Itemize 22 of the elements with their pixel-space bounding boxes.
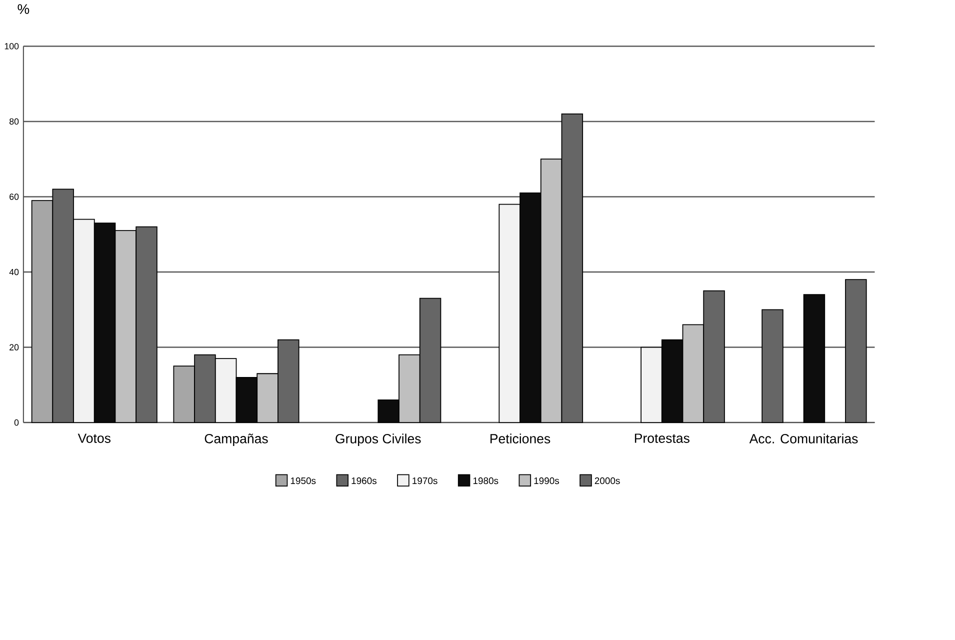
y-tick-label: 20 [10,344,19,350]
legend-label: 1950s [290,477,316,484]
y-tick-label: 60 [10,194,19,200]
x-tick-label: Campañas [204,434,268,446]
y-tick-label: 80 [10,118,19,125]
y-tick-label: 100 [4,43,19,50]
legend-label: 1970s [412,477,438,484]
x-tick-label: Votos [78,434,110,443]
y-axis-title: % [18,4,30,14]
legend-label: 2000s [594,477,620,484]
x-tick-label: Protestas [634,434,690,443]
y-tick-label: 0 [14,419,19,426]
y-tick-label: 40 [9,268,19,276]
bar [762,309,784,424]
bar [845,279,867,424]
legend-label: 1960s [352,477,377,484]
legend-label: 1990s [534,477,560,484]
x-tick-label: Acc. Comunitarias [749,434,858,444]
x-tick-label: Grupos Civiles [336,434,421,446]
x-tick-label: Peticiones [490,434,550,444]
legend-label: 1980s [473,477,498,484]
bar [803,294,826,424]
